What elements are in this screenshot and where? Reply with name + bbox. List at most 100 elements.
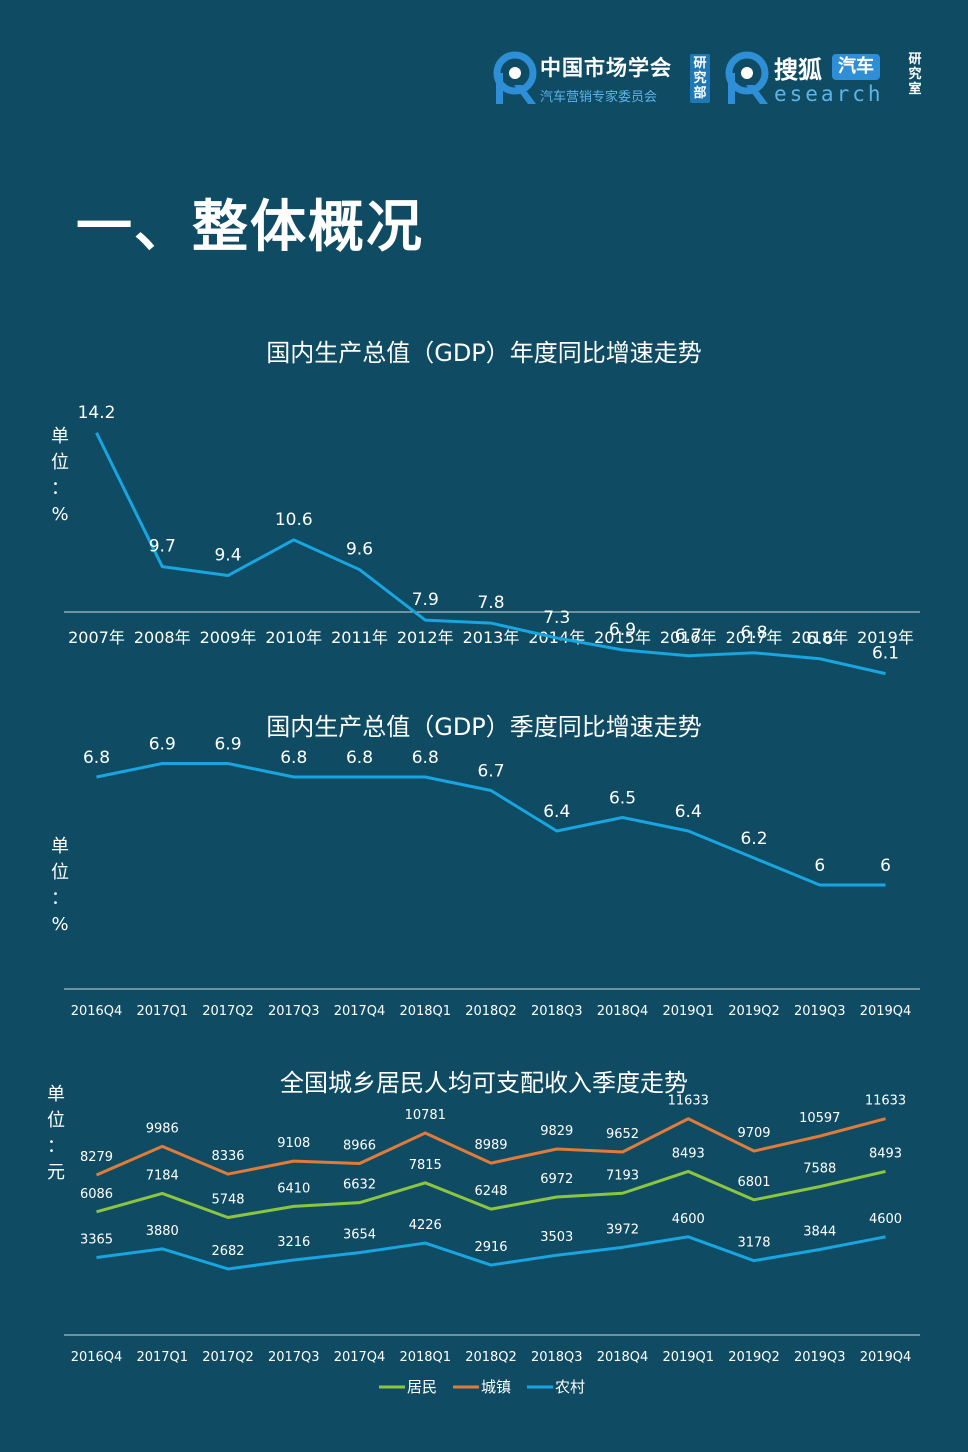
chart-2-title: 国内生产总值（GDP）季度同比增速走势 [266, 713, 702, 741]
data-label: 3365 [80, 1233, 113, 1248]
chart-2-gdp-quarterly: 2016Q4 2017Q1 2017Q2 2017Q3 2017Q4 2018Q1 2018… [64, 735, 920, 1019]
x-tick-label: 2017Q4 [334, 1004, 386, 1019]
unit-char: ： [47, 1136, 65, 1157]
legend-label: 农村 [555, 1378, 585, 1396]
x-tick-label: 2017年 [726, 628, 783, 647]
chart-3-income-quarterly: 2016Q4 2017Q1 2017Q2 2017Q3 2017Q4 2018Q1 2018… [64, 1094, 920, 1396]
data-label: 3178 [737, 1236, 770, 1251]
data-label: 14.2 [78, 403, 116, 423]
unit-char: 元 [47, 1162, 65, 1183]
unit-char: 单 [47, 1084, 65, 1105]
data-label: 6 [880, 856, 891, 876]
chart-1-unit-label: 单 位 ： % [49, 424, 71, 528]
data-label: 3880 [146, 1224, 179, 1239]
data-label: 9829 [540, 1124, 573, 1139]
data-label: 6632 [343, 1178, 376, 1193]
data-label: 9.7 [149, 537, 176, 557]
data-label: 8493 [869, 1146, 902, 1161]
x-tick-label: 2017Q4 [334, 1350, 386, 1365]
data-label: 3844 [803, 1224, 836, 1239]
data-label: 6 [814, 856, 825, 876]
x-tick-label: 2007年 [68, 628, 125, 647]
data-label: 8493 [672, 1146, 705, 1161]
data-label: 6.8 [280, 748, 307, 768]
data-label: 6.8 [346, 748, 373, 768]
data-label: 11633 [865, 1094, 906, 1109]
data-label: 11633 [668, 1094, 709, 1109]
x-tick-label: 2018年 [791, 628, 848, 647]
data-label: 9652 [606, 1127, 639, 1142]
data-label: 7.9 [412, 590, 439, 610]
chart-3-unit-label: 单 位 ： 元 [45, 1082, 67, 1186]
x-tick-label: 2018Q3 [531, 1350, 583, 1365]
x-tick-label: 2019Q1 [662, 1004, 714, 1019]
logo-right-sub: esearch [774, 82, 884, 106]
data-label: 6.8 [740, 623, 767, 643]
chart-1-title: 国内生产总值（GDP）年度同比增速走势 [266, 339, 702, 367]
chart-2-unit-label: 单 位 ： % [49, 834, 71, 938]
data-label: 3654 [343, 1228, 376, 1243]
x-tick-label: 2012年 [397, 628, 454, 647]
data-label: 9108 [277, 1136, 310, 1151]
logo-right-pill: 汽车 [832, 54, 880, 80]
x-tick-label: 2019年 [857, 628, 914, 647]
unit-char: 位 [47, 1110, 65, 1131]
data-label: 6.1 [872, 644, 899, 664]
unit-char: 位 [51, 452, 69, 473]
unit-char: 单 [51, 836, 69, 857]
data-label: 7193 [606, 1168, 639, 1183]
x-tick-label: 2019Q2 [728, 1350, 780, 1365]
x-tick-label: 2019Q3 [794, 1004, 846, 1019]
data-label: 7.3 [543, 608, 570, 628]
unit-char: ： [51, 888, 69, 909]
data-label: 6.4 [675, 802, 702, 822]
data-label: 8279 [80, 1150, 113, 1165]
data-label: 7.8 [477, 593, 504, 613]
series-line-GDP季度同比增速 [96, 762, 886, 887]
data-label: 6.4 [543, 802, 570, 822]
logo-sohu-research: 搜狐 汽车 esearch 研究室 [724, 50, 934, 108]
x-tick-label: 2018Q1 [399, 1004, 451, 1019]
x-tick-label: 2019Q4 [860, 1350, 912, 1365]
logo-left-vertical: 研究部 [690, 54, 710, 103]
chart-3-title: 全国城乡居民人均可支配收入季度走势 [280, 1069, 688, 1097]
data-label: 4600 [672, 1212, 705, 1227]
data-label: 8336 [211, 1149, 244, 1164]
data-label: 6.8 [412, 748, 439, 768]
unit-char: 位 [51, 862, 69, 883]
x-tick-label: 2017Q1 [136, 1004, 188, 1019]
data-label: 10.6 [275, 510, 313, 530]
data-label: 5748 [211, 1193, 244, 1208]
data-label: 6972 [540, 1172, 573, 1187]
chart-1-gdp-annual: 2007年 2008年 2009年 2010年 2011年 2012年 2013年 2014年… [64, 403, 920, 676]
data-label: 7184 [146, 1168, 179, 1183]
data-label: 9709 [737, 1126, 770, 1141]
data-label: 9986 [146, 1121, 179, 1136]
x-tick-label: 2018Q4 [597, 1350, 649, 1365]
data-label: 7588 [803, 1162, 836, 1177]
legend-label: 居民 [407, 1378, 437, 1396]
data-label: 2682 [211, 1244, 244, 1259]
x-tick-label: 2009年 [200, 628, 257, 647]
logo-left-sub: 汽车营销专家委员会 [540, 90, 658, 105]
x-tick-label: 2018Q2 [465, 1004, 517, 1019]
x-tick-label: 2018Q4 [597, 1004, 649, 1019]
data-label: 3216 [277, 1235, 310, 1250]
data-label: 3972 [606, 1222, 639, 1237]
data-label: 4600 [869, 1212, 902, 1227]
logo-left-main: 中国市场学会 [540, 56, 672, 80]
data-label: 6801 [737, 1175, 770, 1190]
x-tick-label: 2019Q2 [728, 1004, 780, 1019]
x-tick-label: 2018Q3 [531, 1004, 583, 1019]
data-label: 6.2 [740, 829, 767, 849]
data-label: 10781 [405, 1108, 446, 1123]
x-tick-label: 2017Q2 [202, 1350, 254, 1365]
unit-char: % [51, 914, 69, 935]
data-label: 6248 [474, 1184, 507, 1199]
data-label: 8966 [343, 1138, 376, 1153]
data-label: 3503 [540, 1230, 573, 1245]
x-tick-label: 2019Q4 [860, 1004, 912, 1019]
x-tick-label: 2017Q3 [268, 1350, 320, 1365]
legend-label: 城镇 [481, 1378, 511, 1396]
unit-char: ： [51, 478, 69, 499]
